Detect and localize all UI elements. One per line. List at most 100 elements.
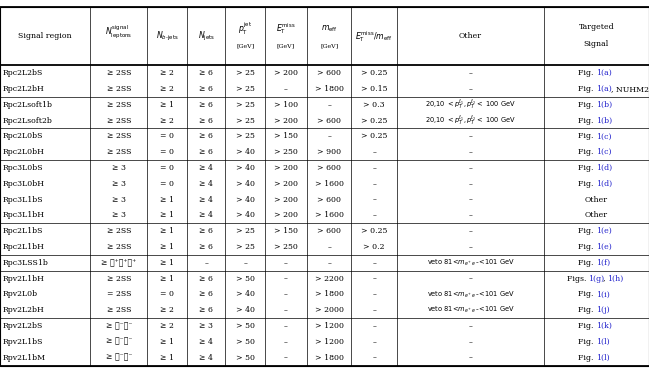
Text: Figs.: Figs. xyxy=(567,275,589,283)
Text: Rpv2L2bH: Rpv2L2bH xyxy=(3,306,44,314)
Text: > 0.25: > 0.25 xyxy=(361,132,388,140)
Text: > 100: > 100 xyxy=(274,101,298,109)
Text: –: – xyxy=(327,101,331,109)
Text: > 200: > 200 xyxy=(274,117,298,125)
Text: Rpc2L0bH: Rpc2L0bH xyxy=(3,148,45,156)
Text: ≥ 6: ≥ 6 xyxy=(199,227,213,235)
Text: ≥ 1: ≥ 1 xyxy=(160,259,174,267)
Text: Rpc3L0bH: Rpc3L0bH xyxy=(3,180,45,188)
Text: ≥ 2: ≥ 2 xyxy=(160,322,174,330)
Text: veto 81<$m_{e^+e^-}$<101 GeV: veto 81<$m_{e^+e^-}$<101 GeV xyxy=(426,258,514,268)
Text: –: – xyxy=(327,259,331,267)
Text: > 150: > 150 xyxy=(274,132,298,140)
Text: ≥ 6: ≥ 6 xyxy=(199,132,213,140)
Text: > 25: > 25 xyxy=(236,101,254,109)
Text: > 1200: > 1200 xyxy=(315,338,344,346)
Text: = 0: = 0 xyxy=(160,132,174,140)
Text: ≥ 1: ≥ 1 xyxy=(160,354,174,362)
Text: ≥ 2: ≥ 2 xyxy=(160,117,174,125)
Text: –: – xyxy=(373,275,376,283)
Text: –: – xyxy=(373,306,376,314)
Text: Fig.: Fig. xyxy=(578,101,597,109)
Text: > 0.2: > 0.2 xyxy=(363,243,385,251)
Text: ≥ 3: ≥ 3 xyxy=(112,180,125,188)
Text: Fig.: Fig. xyxy=(578,243,597,251)
Text: veto 81<$m_{e^+e^-}$<101 GeV: veto 81<$m_{e^+e^-}$<101 GeV xyxy=(426,289,514,300)
Text: ≥ 1: ≥ 1 xyxy=(160,101,174,109)
Text: > 0.3: > 0.3 xyxy=(363,101,385,109)
Text: ≥ 6: ≥ 6 xyxy=(199,117,213,125)
Text: Fig.: Fig. xyxy=(578,69,597,77)
Text: –: – xyxy=(284,354,288,362)
Text: Fig.: Fig. xyxy=(578,338,597,346)
Text: ≥ 6: ≥ 6 xyxy=(199,291,213,298)
Text: 1(l): 1(l) xyxy=(597,338,610,346)
Text: Fig.: Fig. xyxy=(578,259,597,267)
Text: ≥ 2SS: ≥ 2SS xyxy=(106,243,131,251)
Text: ≥ 2SS: ≥ 2SS xyxy=(106,117,131,125)
Text: > 1600: > 1600 xyxy=(315,180,344,188)
Text: ≥ 4: ≥ 4 xyxy=(199,195,213,204)
Text: ≥ ℓ⁺ℓ⁺ℓ⁺: ≥ ℓ⁺ℓ⁺ℓ⁺ xyxy=(101,259,137,267)
Text: > 40: > 40 xyxy=(236,291,255,298)
Text: > 40: > 40 xyxy=(236,148,255,156)
Text: > 250: > 250 xyxy=(274,148,298,156)
Text: –: – xyxy=(373,322,376,330)
Text: > 1600: > 1600 xyxy=(315,211,344,219)
Text: Rpc2L1bH: Rpc2L1bH xyxy=(3,243,45,251)
Text: ≥ 2SS: ≥ 2SS xyxy=(106,132,131,140)
Text: > 1200: > 1200 xyxy=(315,322,344,330)
Text: –: – xyxy=(468,180,472,188)
Text: ≥ 4: ≥ 4 xyxy=(199,211,213,219)
Text: > 25: > 25 xyxy=(236,117,254,125)
Text: –: – xyxy=(468,354,472,362)
Text: $m_{\mathrm{eff}}$: $m_{\mathrm{eff}}$ xyxy=(321,23,338,34)
Text: > 25: > 25 xyxy=(236,243,254,251)
Text: > 40: > 40 xyxy=(236,180,255,188)
Text: ≥ 6: ≥ 6 xyxy=(199,101,213,109)
Text: ≥ 2SS: ≥ 2SS xyxy=(106,227,131,235)
Text: > 40: > 40 xyxy=(236,306,255,314)
Text: ≥ 2SS: ≥ 2SS xyxy=(106,101,131,109)
Text: ≥ 4: ≥ 4 xyxy=(199,164,213,172)
Text: > 0.15: > 0.15 xyxy=(361,85,388,93)
Text: –: – xyxy=(468,164,472,172)
Text: $E_{\mathrm{T}}^{\mathrm{miss}}/m_{\mathrm{eff}}$: $E_{\mathrm{T}}^{\mathrm{miss}}/m_{\math… xyxy=(355,29,393,44)
Text: > 25: > 25 xyxy=(236,85,254,93)
Text: > 0.25: > 0.25 xyxy=(361,117,388,125)
Text: Signal: Signal xyxy=(584,40,609,48)
Text: > 600: > 600 xyxy=(317,195,341,204)
Text: > 200: > 200 xyxy=(274,69,298,77)
Text: 1(g): 1(g) xyxy=(588,275,604,283)
Text: ≥ 2SS: ≥ 2SS xyxy=(106,148,131,156)
Text: > 50: > 50 xyxy=(236,275,255,283)
Text: ≥ 2SS: ≥ 2SS xyxy=(106,69,131,77)
Text: > 1800: > 1800 xyxy=(315,85,344,93)
Text: > 2200: > 2200 xyxy=(315,275,344,283)
Text: –: – xyxy=(373,195,376,204)
Text: 1(c): 1(c) xyxy=(597,132,612,140)
Text: > 200: > 200 xyxy=(274,180,298,188)
Text: –: – xyxy=(373,164,376,172)
Text: Targeted: Targeted xyxy=(579,23,614,31)
Text: Rpc2L0bS: Rpc2L0bS xyxy=(3,132,43,140)
Text: Rpv2L1bM: Rpv2L1bM xyxy=(3,354,46,362)
Text: ≥ 2: ≥ 2 xyxy=(160,306,174,314)
Text: > 250: > 250 xyxy=(274,243,298,251)
Text: > 25: > 25 xyxy=(236,69,254,77)
Text: Rpc2Lsoft1b: Rpc2Lsoft1b xyxy=(3,101,53,109)
Text: –: – xyxy=(284,291,288,298)
Text: –: – xyxy=(284,259,288,267)
Text: > 600: > 600 xyxy=(317,69,341,77)
Text: ≥ 1: ≥ 1 xyxy=(160,227,174,235)
Text: –: – xyxy=(284,322,288,330)
Text: Rpv2L2bS: Rpv2L2bS xyxy=(3,322,43,330)
Text: ≥ 1: ≥ 1 xyxy=(160,338,174,346)
Text: > 25: > 25 xyxy=(236,227,254,235)
Text: –: – xyxy=(468,227,472,235)
Text: ≥ ℓ⁻ℓ⁻: ≥ ℓ⁻ℓ⁻ xyxy=(106,354,132,362)
Text: –: – xyxy=(468,195,472,204)
Text: ≥ 3: ≥ 3 xyxy=(112,195,125,204)
Text: = 2SS: = 2SS xyxy=(106,291,131,298)
Text: > 1800: > 1800 xyxy=(315,291,344,298)
